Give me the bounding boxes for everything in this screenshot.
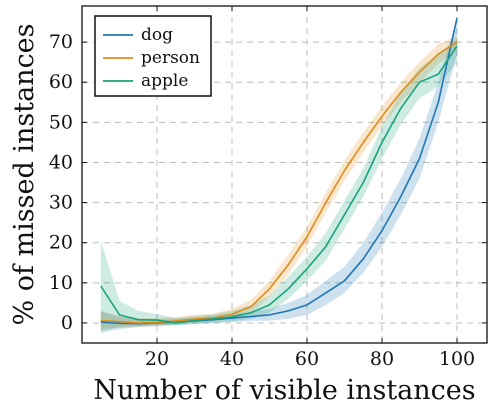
- legend-box: [94, 15, 212, 97]
- dog-confidence-band: [100, 18, 458, 333]
- axis-ticks: 20 40 60 80 100 0 10 20 30 40 50 60 70: [49, 6, 487, 370]
- legend-label-apple: apple: [141, 71, 188, 91]
- y-tick-label: 0: [61, 312, 73, 334]
- x-tick-label: 60: [295, 348, 319, 370]
- y-tick-label: 20: [49, 232, 73, 254]
- x-tick-label: 40: [220, 348, 244, 370]
- y-tick-label: 10: [49, 272, 73, 294]
- y-tick-label: 30: [49, 192, 73, 214]
- apple-series-line: [100, 45, 458, 324]
- x-axis-title: Number of visible instances: [93, 375, 475, 406]
- legend-label-person: person: [141, 48, 200, 68]
- apple-confidence-band: [100, 38, 458, 331]
- y-tick-label: 60: [49, 71, 73, 93]
- person-confidence-band: [100, 36, 458, 329]
- legend-label-dog: dog: [141, 25, 173, 45]
- x-tick-label: 80: [370, 348, 394, 370]
- x-tick-label: 20: [145, 348, 169, 370]
- y-tick-label: 40: [49, 151, 73, 173]
- confidence-bands: [100, 18, 458, 333]
- y-axis-title: % of missed instances: [9, 23, 40, 325]
- y-tick-label: 70: [49, 31, 73, 53]
- plot-frame: [81, 5, 488, 344]
- legend: dog person apple: [94, 15, 212, 97]
- series-lines: [100, 17, 458, 325]
- y-tick-label: 50: [49, 111, 73, 133]
- person-series-line: [100, 41, 458, 324]
- x-tick-label: 100: [439, 348, 475, 370]
